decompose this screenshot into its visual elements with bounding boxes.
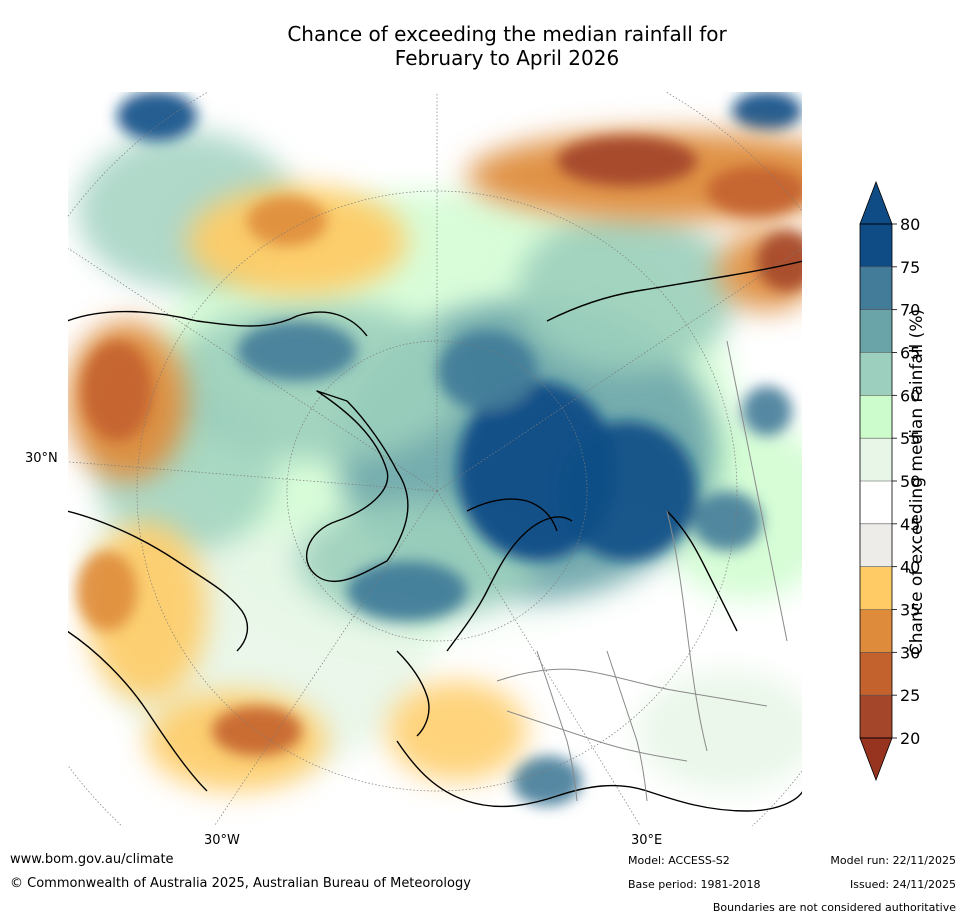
colorbar-bin [860, 566, 892, 610]
website-link[interactable]: www.bom.gov.au/climate [10, 852, 174, 867]
greenland-coast [306, 390, 409, 582]
atlantic-coast-na [67, 630, 208, 792]
map-title-line1: Chance of exceeding the median rainfall … [287, 22, 727, 46]
colorbar-bin [860, 309, 892, 353]
colorbar: 80 75 70 65 60 55 50 45 40 35 30 25 20 [850, 180, 960, 790]
british-isles-coast [396, 650, 430, 737]
label-30n: 30°N [25, 451, 58, 466]
colorbar-under-arrow [859, 737, 893, 782]
issued-date: Issued: 24/11/2025 [849, 878, 956, 891]
mediterranean-coast [396, 740, 803, 812]
colorbar-tick-label: 55 [900, 429, 920, 448]
colorbar-tick-label: 25 [900, 686, 920, 705]
map-title: Chance of exceeding the median rainfall … [0, 22, 965, 70]
colorbar-bins [860, 224, 892, 739]
colorbar-tick-label: 20 [900, 729, 920, 748]
colorbar-tick-label: 50 [900, 472, 920, 491]
colorbar-bin [860, 224, 892, 268]
svalbard-coast [466, 498, 558, 532]
colorbar-bin [860, 352, 892, 396]
ural-coast [666, 510, 738, 632]
siberia-arctic-coast [546, 260, 803, 322]
colorbar-ticks: 80 75 70 65 60 55 50 45 40 35 30 25 20 [892, 215, 920, 748]
colorbar-bin [860, 438, 892, 482]
colorbar-title: Chance of exceeding median rainfall (%) [907, 308, 927, 656]
colorbar-tick-label: 60 [900, 386, 920, 405]
strong-dry-cores [77, 136, 803, 756]
copyright-text: © Commonwealth of Australia 2025, Austra… [10, 876, 471, 891]
colorbar-bin [860, 523, 892, 568]
label-30e: 30°E [631, 833, 663, 848]
rainfall-map [67, 91, 803, 827]
north-america-arctic-coast [67, 310, 368, 337]
map-title-line2: February to April 2026 [394, 46, 620, 70]
colorbar-bin [860, 609, 892, 653]
colorbar-tick-label: 65 [900, 344, 920, 363]
model-name: Model: ACCESS-S2 [628, 854, 730, 867]
colorbar-tick-label: 35 [900, 601, 920, 620]
colorbar-bin [860, 652, 892, 696]
colorbar-bin [860, 266, 892, 311]
colorbar-svg: 80 75 70 65 60 55 50 45 40 35 30 25 20 [859, 180, 920, 782]
label-30w: 30°W [204, 833, 240, 848]
coastlines [67, 260, 803, 812]
scandinavia-coast [446, 516, 573, 652]
map-border [67, 91, 803, 827]
colorbar-tick-label: 30 [900, 643, 920, 662]
colorbar-bin [860, 395, 892, 439]
colorbar-tick-label: 40 [900, 558, 920, 577]
colorbar-tick-label: 75 [900, 258, 920, 277]
colorbar-tick-label: 70 [900, 301, 920, 320]
model-run-date: Model run: 22/11/2025 [830, 854, 956, 867]
country-boundaries [496, 340, 788, 802]
base-period: Base period: 1981-2018 [628, 878, 761, 891]
colorbar-tick-label: 45 [900, 515, 920, 534]
colorbar-bin [860, 695, 892, 739]
colorbar-tick-label: 80 [900, 215, 920, 234]
hudson-coast [67, 510, 249, 652]
colorbar-bin [860, 481, 892, 525]
graticule [67, 91, 803, 827]
rainfall-map-svg [67, 91, 803, 827]
boundary-disclaimer: Boundaries are not considered authoritat… [712, 901, 956, 914]
colorbar-over-arrow [859, 180, 893, 225]
